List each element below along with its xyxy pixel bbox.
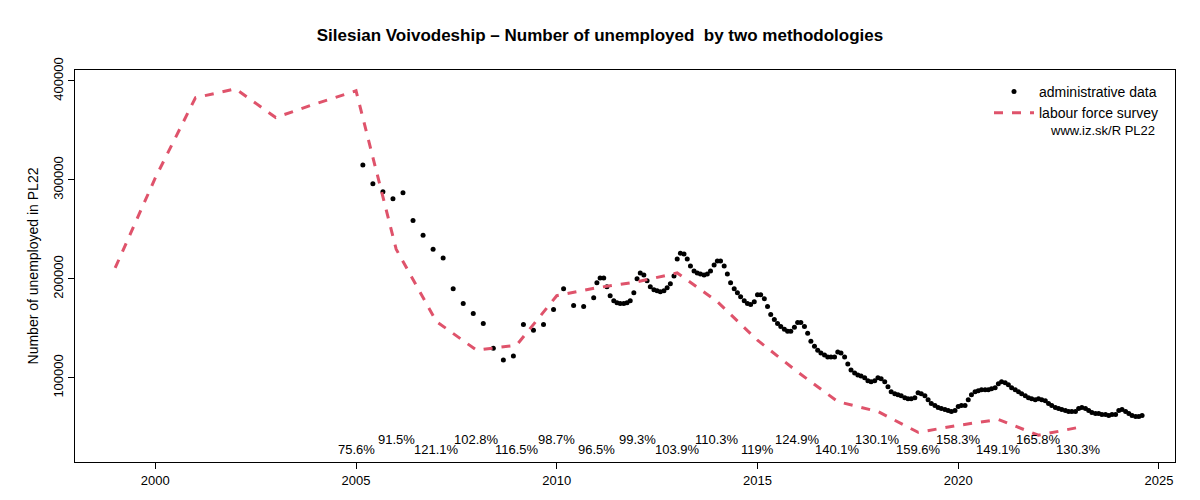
- svg-text:75.6%: 75.6%: [338, 442, 375, 457]
- svg-text:130.3%: 130.3%: [1056, 442, 1101, 457]
- svg-text:200000: 200000: [51, 255, 66, 298]
- svg-text:Silesian Voivodeship – Number: Silesian Voivodeship – Number of unemplo…: [317, 26, 883, 45]
- svg-text:Number of unemployed in PL22: Number of unemployed in PL22: [25, 167, 41, 364]
- svg-text:2015: 2015: [743, 473, 772, 488]
- svg-text:96.5%: 96.5%: [578, 442, 615, 457]
- svg-text:98.7%: 98.7%: [538, 432, 575, 447]
- svg-text:2010: 2010: [542, 473, 571, 488]
- svg-text:100000: 100000: [51, 354, 66, 397]
- svg-text:102.8%: 102.8%: [454, 432, 499, 447]
- svg-text:110.3%: 110.3%: [695, 432, 739, 447]
- svg-text:administrative data: administrative data: [1039, 84, 1157, 100]
- svg-text:140.1%: 140.1%: [815, 442, 860, 457]
- svg-text:91.5%: 91.5%: [378, 432, 415, 447]
- svg-text:www.iz.sk/R PL22: www.iz.sk/R PL22: [1050, 123, 1155, 138]
- svg-text:116.5%: 116.5%: [495, 442, 539, 457]
- svg-text:149.1%: 149.1%: [976, 442, 1021, 457]
- svg-text:124.9%: 124.9%: [775, 432, 820, 447]
- svg-text:165.8%: 165.8%: [1016, 432, 1061, 447]
- svg-text:2020: 2020: [944, 473, 973, 488]
- svg-text:159.6%: 159.6%: [896, 442, 941, 457]
- svg-text:121.1%: 121.1%: [414, 442, 459, 457]
- svg-text:130.1%: 130.1%: [855, 432, 900, 447]
- svg-text:99.3%: 99.3%: [619, 432, 656, 447]
- svg-text:158.3%: 158.3%: [936, 432, 981, 447]
- svg-text:labour force survey: labour force survey: [1039, 105, 1158, 121]
- svg-text:103.9%: 103.9%: [655, 442, 700, 457]
- svg-text:2000: 2000: [141, 473, 170, 488]
- svg-text:2025: 2025: [1144, 473, 1173, 488]
- svg-text:400000: 400000: [51, 57, 66, 100]
- svg-text:2005: 2005: [342, 473, 371, 488]
- svg-text:119%: 119%: [741, 442, 774, 457]
- svg-text:300000: 300000: [51, 156, 66, 199]
